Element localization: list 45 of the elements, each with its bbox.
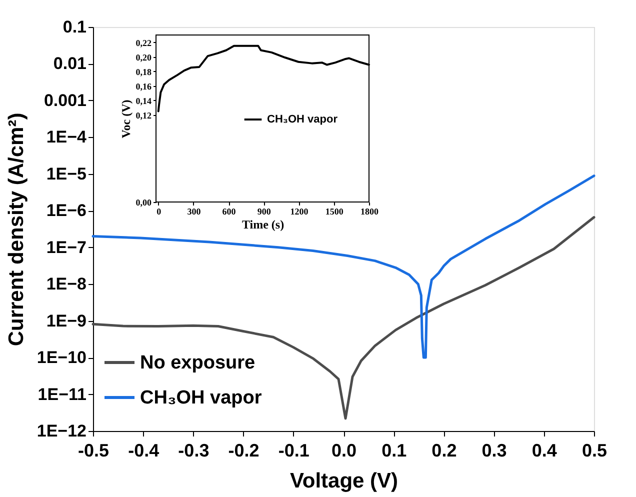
x-tick-label: 600 (222, 206, 236, 216)
x-tick-label: 0.5 (582, 440, 608, 460)
x-tick-label: 1500 (325, 206, 344, 216)
legend-label: No exposure (140, 352, 256, 374)
x-tick-label: -0.3 (178, 440, 210, 460)
legend-label: CH₃OH vapor (140, 388, 262, 408)
y-tick-label: 0,12 (136, 110, 152, 120)
x-tick-label: 0.3 (482, 440, 507, 460)
x-tick-label: 0.1 (382, 440, 407, 460)
y-tick-label: 0,16 (136, 81, 152, 92)
x-tick-label: 1800 (360, 206, 379, 216)
legend-label: CH₃OH vapor (267, 114, 338, 126)
y-tick-label: 0,22 (136, 38, 152, 48)
y-tick-label: 0,18 (136, 66, 152, 77)
y-tick-label: 1E−11 (38, 384, 86, 404)
x-tick-label: 0.2 (432, 440, 457, 460)
x-tick-label: -0.4 (128, 440, 160, 460)
x-tick-label: 1200 (290, 206, 309, 216)
y-tick-label: 1E−8 (46, 274, 86, 294)
y-tick-label: 1E−5 (46, 164, 86, 184)
y-tick-label: 0,00 (136, 198, 152, 208)
x-tick-label: 900 (257, 206, 272, 216)
y-tick-label: 1E−7 (46, 238, 86, 257)
y-tick-label: 0,14 (136, 96, 152, 106)
x-axis-title: Time (s) (242, 218, 284, 232)
y-tick-label: 1E−6 (46, 201, 86, 220)
x-tick-label: -0.2 (228, 440, 260, 460)
x-tick-label: 0 (156, 206, 162, 216)
x-axis-title: Voltage (V) (290, 470, 398, 492)
x-tick-label: 300 (187, 206, 202, 216)
y-tick-label: 0.1 (62, 18, 86, 36)
y-tick-label: 0,20 (136, 52, 152, 62)
x-tick-label: 0.0 (331, 440, 357, 460)
y-tick-label: 1E−10 (36, 348, 86, 368)
x-tick-label: -0.1 (278, 440, 310, 460)
x-tick-label: 0.4 (532, 440, 557, 460)
x-tick-label: -0.5 (78, 440, 110, 460)
y-axis-title: Current density (A/cm²) (4, 112, 28, 346)
y-axis-title: Voc (V) (118, 100, 133, 138)
y-tick-label: 1E−9 (46, 311, 86, 330)
line-series (92, 216, 596, 420)
y-tick-label: 0.001 (44, 90, 86, 110)
y-tick-label: 0.01 (53, 54, 86, 74)
y-tick-label: 1E−12 (36, 422, 86, 440)
y-tick-label: 1E−4 (46, 128, 88, 147)
